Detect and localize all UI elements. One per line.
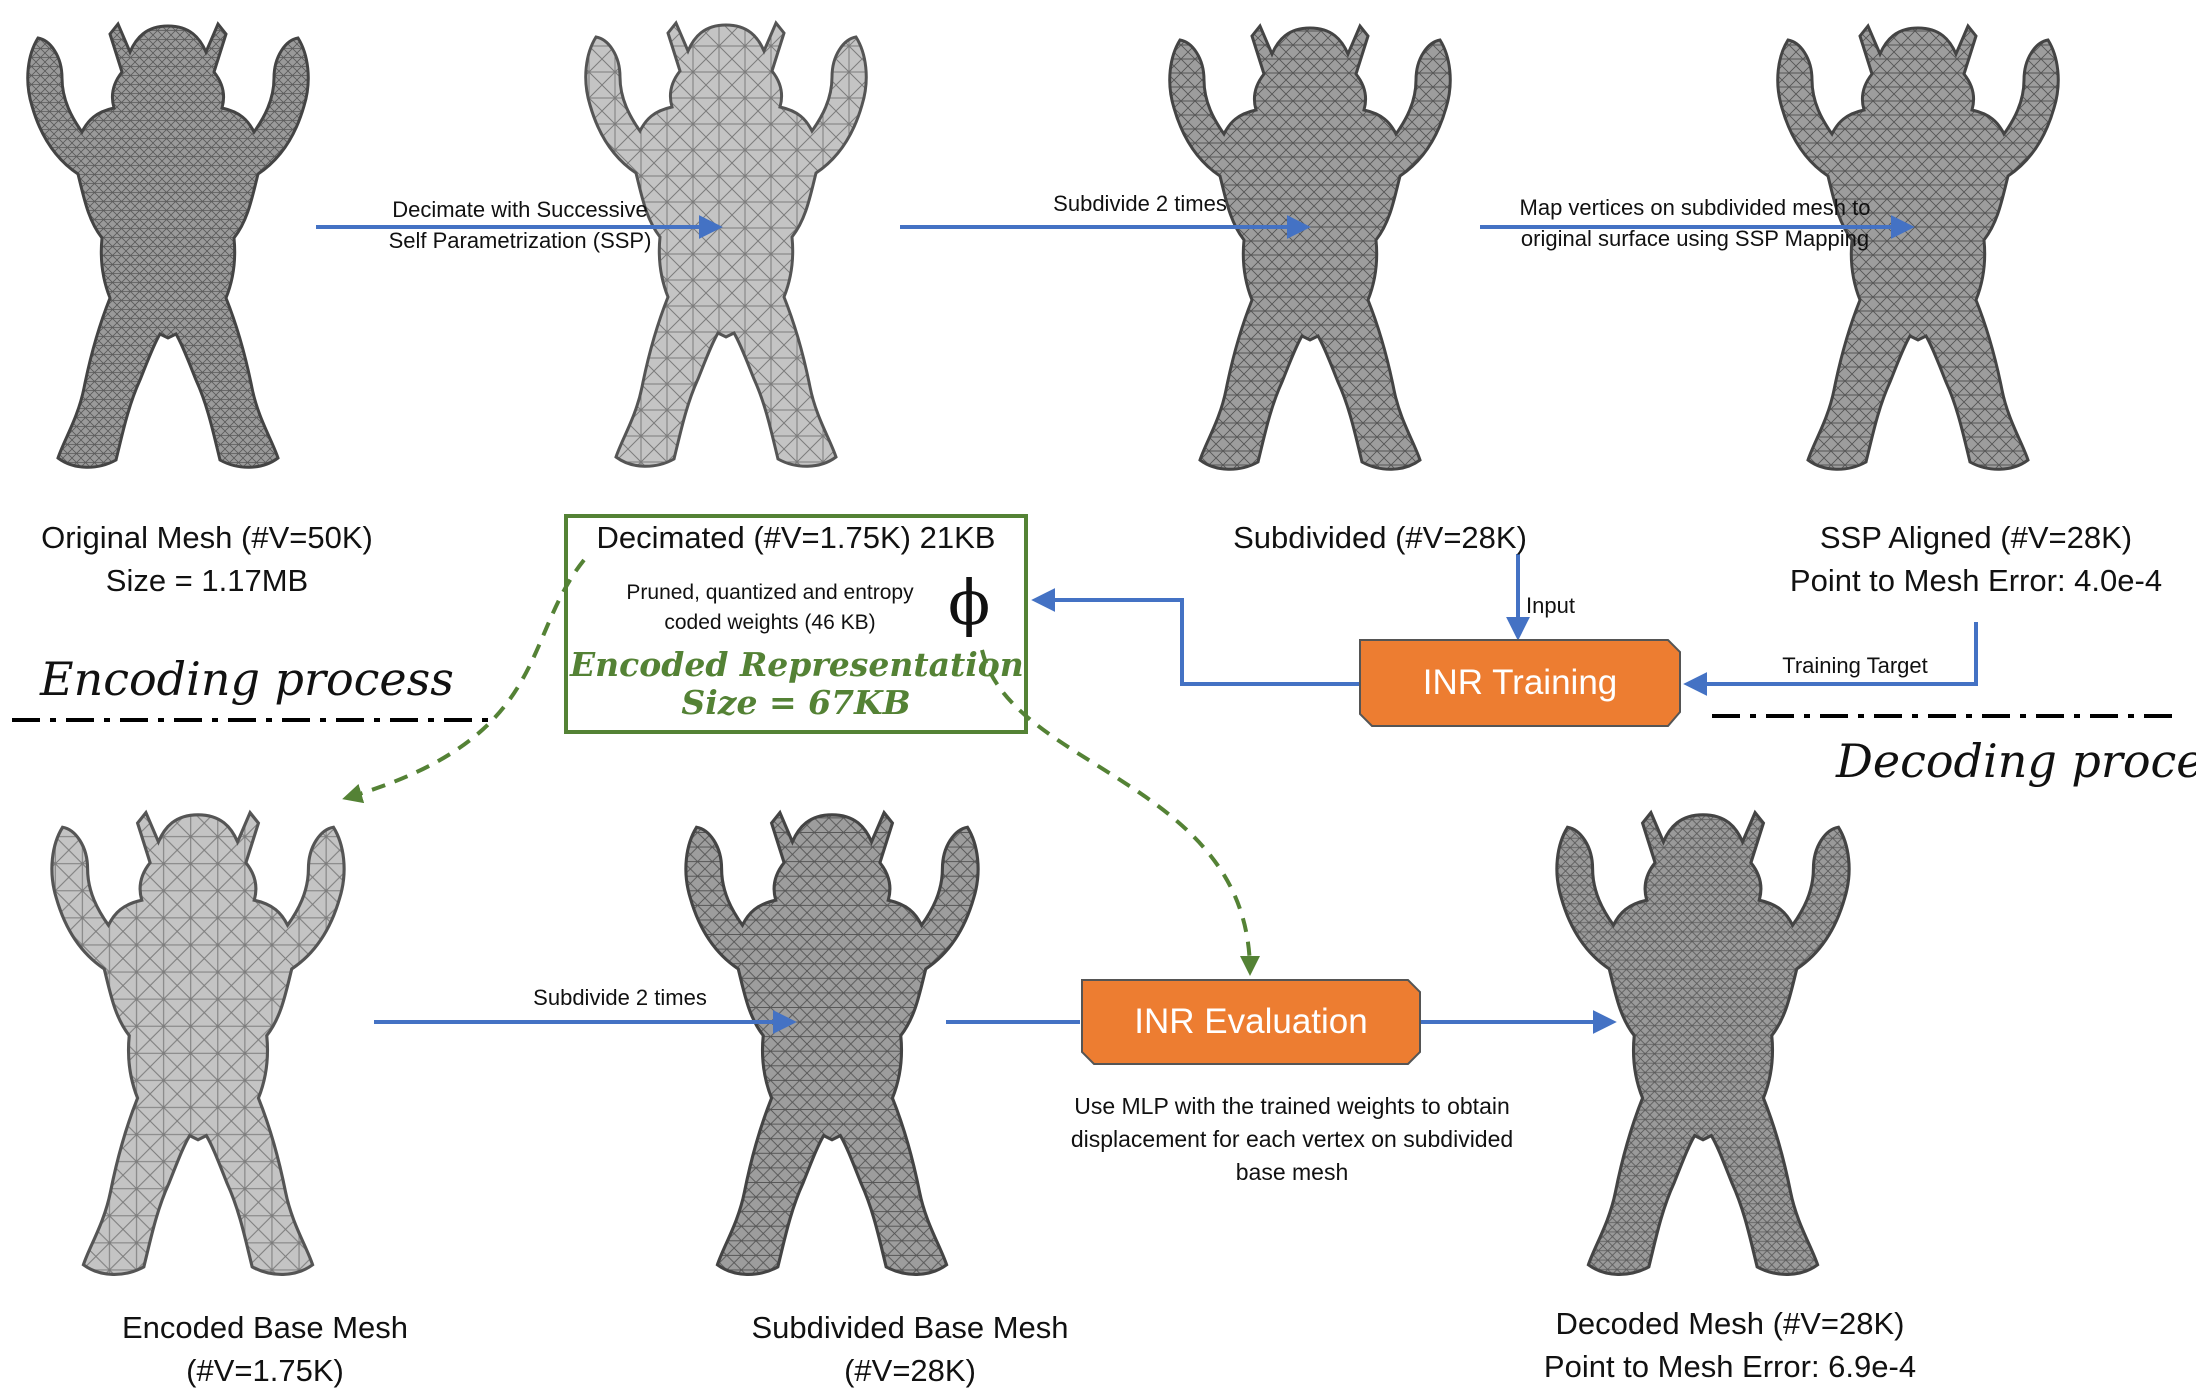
encoded-representation-line1: Encoded Representation [570,645,1024,684]
subdivided-mesh-label: Subdivided (#V=28K) [1220,516,1540,559]
inr-training-box: INR Training [1360,640,1680,726]
evaluation-note-line3: base mesh [1235,1159,1349,1185]
training-target-arrow-text: Training Target [1782,653,1928,678]
decoded-mesh-image [1557,813,1849,1275]
encoded-representation-box [564,514,1028,734]
inr-training-box-shape [1359,639,1681,727]
encoded-base-mesh-image [50,810,346,1277]
subdivide-top-arrow-label: Subdivide 2 times [990,188,1290,219]
subdivided-base-mesh-label: Subdivided Base Mesh (#V=28K) [720,1306,1100,1392]
inr-evaluation-label: INR Evaluation [1134,1002,1368,1041]
decoded-mesh-line2: Point to Mesh Error: 6.9e-4 [1543,1349,1917,1384]
decimate-arrow-line2: Self Parametrization (SSP) [388,228,652,253]
ssp-aligned-mesh-line1: SSP Aligned (#V=28K) [1819,520,2133,555]
encoded-representation-label: Encoded Representation Size = 67KB [570,645,1024,722]
subdivided-base-mesh-line2: (#V=28K) [844,1353,976,1388]
weights-description: Pruned, quantized and entropy coded weig… [590,578,950,638]
decoded-mesh-line1: Decoded Mesh (#V=28K) [1555,1306,1905,1341]
decimate-arrow-line1: Decimate with Successive [392,197,648,222]
subdivided-mesh-image [1168,24,1452,471]
evaluation-note-line1: Use MLP with the trained weights to obta… [1074,1093,1510,1119]
evaluation-note-line2: displacement for each vertex on subdivid… [1070,1126,1514,1152]
weights-description-line2: coded weights (46 KB) [664,611,876,634]
input-arrow-label: Input [1526,590,1596,621]
evaluation-note: Use MLP with the trained weights to obta… [1032,1090,1552,1189]
map-vertices-arrow-label: Map vertices on subdivided mesh to origi… [1470,192,1920,254]
encoded-base-mesh-line2: (#V=1.75K) [186,1353,344,1388]
encoding-process-label: Encoding process [40,652,454,706]
weights-description-line1: Pruned, quantized and entropy [626,581,914,604]
encoded-base-mesh-label: Encoded Base Mesh (#V=1.75K) [80,1306,450,1392]
inr-training-label: INR Training [1422,663,1618,702]
decimate-arrow-label: Decimate with Successive Self Parametriz… [340,194,700,256]
subdivided-base-mesh-image [684,810,980,1277]
training-target-arrow [1683,622,1978,696]
weights-to-evaluation-dashed-arrow [980,649,1260,976]
decimated-mesh-label: Decimated (#V=1.75K) 21KB [566,516,1026,559]
training-to-weights-arrow [1031,588,1360,686]
encoded-base-mesh-line1: Encoded Base Mesh [121,1310,409,1345]
training-target-arrow-label: Training Target [1750,650,1960,681]
phi-weights-symbol: ϕ [948,566,991,639]
subdivided-base-mesh-line1: Subdivided Base Mesh [751,1310,1069,1345]
weights-to-encoded-base-dashed-arrow [342,558,586,804]
input-arrow-text: Input [1526,593,1575,618]
ssp-aligned-mesh-label: SSP Aligned (#V=28K) Point to Mesh Error… [1756,516,2196,602]
subdivide-bottom-arrow-label: Subdivide 2 times [470,982,770,1013]
original-mesh-label: Original Mesh (#V=50K) Size = 1.17MB [24,516,390,602]
original-mesh-line2: Size = 1.17MB [105,563,309,598]
inr-evaluation-box: INR Evaluation [1082,980,1420,1064]
subdivide-top-arrow-text: Subdivide 2 times [1053,191,1227,216]
subdivide-bottom-arrow-text: Subdivide 2 times [533,985,707,1010]
encoded-representation-line2: Size = 67KB [681,683,911,722]
map-vertices-arrow-line2: original surface using SSP Mapping [1520,226,1870,251]
decoding-process-label: Decoding process [1836,734,2196,788]
map-vertices-arrow-line1: Map vertices on subdivided mesh to [1519,195,1871,220]
subdivided-mesh-line1: Subdivided (#V=28K) [1233,520,1527,555]
ssp-aligned-mesh-line2: Point to Mesh Error: 4.0e-4 [1789,563,2163,598]
decoded-mesh-label: Decoded Mesh (#V=28K) Point to Mesh Erro… [1520,1302,1940,1388]
inr-evaluation-box-shape [1081,979,1421,1065]
original-mesh-line1: Original Mesh (#V=50K) [41,520,373,555]
decimated-mesh-line1: Decimated (#V=1.75K) 21KB [596,520,996,555]
original-mesh-image [26,22,310,469]
